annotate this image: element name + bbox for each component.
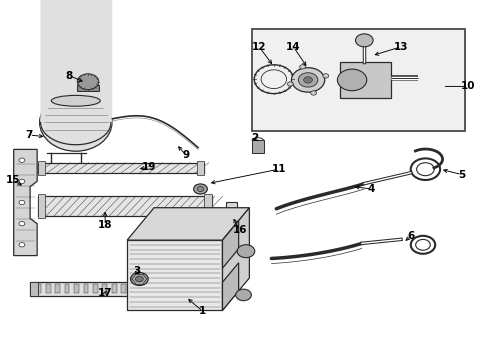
Circle shape — [310, 91, 316, 95]
Text: 15: 15 — [6, 175, 20, 185]
Bar — [339, 62, 390, 98]
Ellipse shape — [40, 94, 112, 151]
Bar — [38, 194, 45, 218]
Bar — [64, 284, 69, 293]
Ellipse shape — [51, 95, 100, 106]
Circle shape — [299, 65, 305, 69]
Bar — [77, 85, 99, 91]
Bar — [83, 284, 88, 293]
Bar — [204, 194, 211, 218]
Text: 9: 9 — [182, 150, 189, 160]
Circle shape — [19, 221, 25, 226]
Polygon shape — [127, 240, 222, 310]
Text: 19: 19 — [142, 162, 156, 172]
Bar — [197, 161, 204, 175]
Text: 3: 3 — [133, 266, 140, 276]
Bar — [149, 284, 154, 293]
Bar — [36, 284, 41, 293]
Bar — [45, 284, 50, 293]
Circle shape — [298, 73, 317, 87]
Bar — [93, 284, 98, 293]
Circle shape — [322, 74, 328, 78]
Text: 16: 16 — [232, 225, 246, 235]
Bar — [74, 284, 79, 293]
Text: 4: 4 — [367, 184, 375, 194]
Text: 5: 5 — [458, 170, 465, 180]
Bar — [30, 282, 174, 296]
Bar — [140, 284, 145, 293]
Text: 8: 8 — [66, 71, 73, 81]
Circle shape — [237, 245, 254, 258]
Bar — [55, 284, 60, 293]
Text: 13: 13 — [393, 42, 407, 52]
Circle shape — [19, 243, 25, 247]
Bar — [251, 140, 263, 153]
Circle shape — [235, 289, 251, 301]
Circle shape — [287, 82, 293, 86]
Text: 11: 11 — [271, 164, 285, 174]
Bar — [30, 282, 38, 296]
Polygon shape — [127, 208, 249, 240]
Bar — [131, 284, 136, 293]
Text: 18: 18 — [98, 220, 112, 230]
Polygon shape — [222, 263, 238, 310]
Text: 17: 17 — [98, 288, 112, 298]
Bar — [112, 284, 117, 293]
Bar — [121, 284, 126, 293]
Bar — [167, 282, 174, 296]
Polygon shape — [41, 122, 111, 145]
Text: 12: 12 — [251, 42, 266, 52]
Circle shape — [19, 158, 25, 162]
Bar — [159, 284, 164, 293]
Bar — [38, 196, 211, 216]
Circle shape — [135, 276, 143, 282]
Circle shape — [337, 69, 366, 91]
Circle shape — [130, 273, 148, 285]
Bar — [102, 284, 107, 293]
Circle shape — [303, 77, 312, 83]
Text: 10: 10 — [460, 81, 475, 91]
Bar — [38, 163, 204, 173]
Text: 6: 6 — [407, 231, 413, 241]
Circle shape — [193, 184, 207, 194]
Text: 14: 14 — [285, 42, 300, 52]
Circle shape — [19, 200, 25, 204]
Circle shape — [77, 74, 99, 90]
Polygon shape — [222, 221, 238, 268]
Circle shape — [19, 179, 25, 184]
Polygon shape — [14, 149, 37, 256]
Circle shape — [355, 34, 372, 47]
Text: 7: 7 — [25, 130, 33, 140]
Text: 1: 1 — [199, 306, 206, 316]
Bar — [38, 161, 45, 175]
Circle shape — [291, 68, 324, 92]
Text: 2: 2 — [250, 132, 257, 143]
Bar — [251, 29, 464, 131]
Polygon shape — [222, 208, 249, 310]
Bar — [226, 202, 237, 274]
Circle shape — [197, 186, 203, 192]
